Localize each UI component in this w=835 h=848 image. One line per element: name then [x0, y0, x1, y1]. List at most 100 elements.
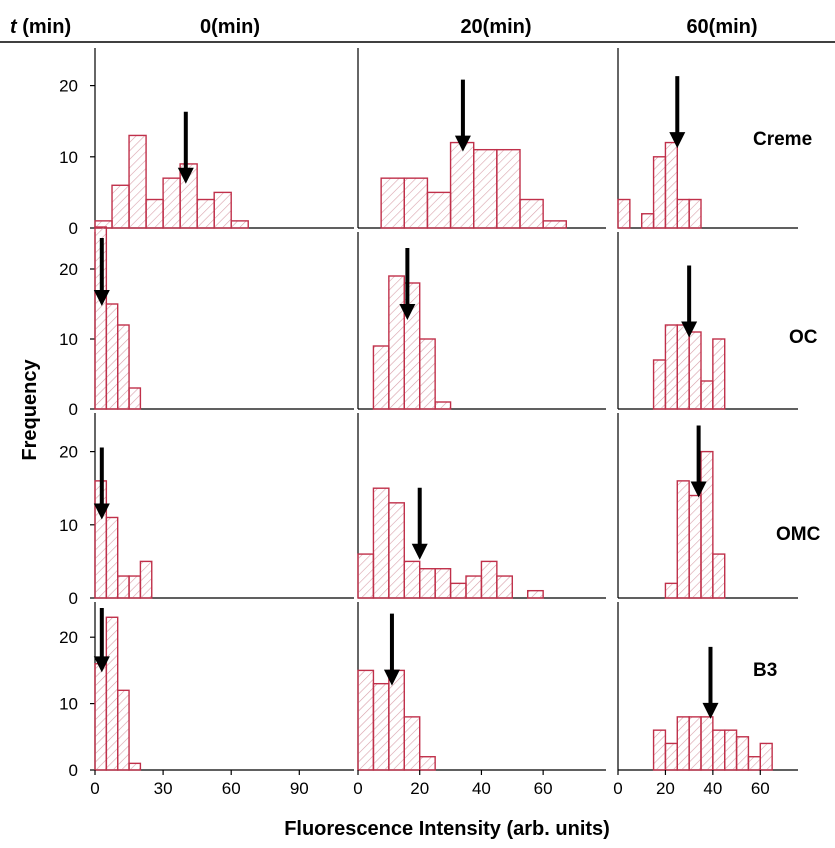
histogram-bar	[111, 184, 130, 229]
x-tick-label: 0	[353, 779, 362, 798]
histogram-bar	[419, 568, 436, 599]
histogram-bar	[700, 450, 714, 599]
histogram-bar	[128, 387, 142, 410]
column-header-20min: 20(min)	[460, 16, 531, 38]
histogram-bar	[162, 177, 181, 229]
y-tick-label: 20	[59, 77, 78, 96]
mean-arrow-head	[669, 132, 686, 149]
panel-oc-60min	[617, 232, 798, 410]
mean-arrow-head	[690, 481, 707, 498]
time-header-unit: (min)	[17, 16, 71, 38]
histogram-bar	[128, 134, 147, 229]
column-header-0min: 0(min)	[200, 16, 260, 38]
histogram-bar	[700, 380, 714, 410]
mean-arrow-head	[702, 702, 719, 719]
histogram-bar	[676, 716, 690, 771]
histogram-bar	[105, 303, 119, 410]
x-tick-label: 40	[703, 779, 722, 798]
mean-arrow-head	[93, 656, 110, 673]
histogram-bar	[116, 324, 130, 410]
histogram-bar	[403, 560, 421, 599]
y-tick-label: 10	[59, 330, 78, 349]
histogram-bar	[676, 480, 690, 599]
histogram-bar	[527, 589, 544, 599]
histogram-bar	[676, 198, 690, 229]
mean-arrow-head	[93, 290, 110, 306]
histogram-bar	[388, 669, 405, 771]
histogram-bar	[419, 338, 436, 410]
histogram-bar	[388, 502, 405, 599]
x-tick-label: 60	[534, 779, 553, 798]
histogram-bar	[128, 762, 142, 771]
histogram-bar	[419, 756, 436, 771]
x-tick-label: 30	[154, 779, 173, 798]
histogram-bar	[105, 516, 119, 599]
histogram-bar	[357, 669, 375, 771]
x-tick-label: 20	[410, 779, 429, 798]
column-header-60min: 60(min)	[686, 16, 757, 38]
histogram-bar	[664, 324, 678, 410]
panel-creme-20min	[357, 48, 606, 229]
histogram-bar	[759, 742, 773, 771]
mean-arrow-head	[399, 304, 416, 320]
panel-oc-0min: 0 10 20	[59, 226, 354, 419]
histogram-bar	[403, 716, 421, 771]
histogram-bar	[372, 487, 390, 599]
histogram-bar	[688, 198, 702, 229]
mean-arrow-head	[177, 167, 194, 184]
y-tick-label: 0	[69, 761, 78, 780]
y-axis-label: Frequency	[19, 359, 41, 461]
histogram-bar	[712, 553, 726, 599]
mean-arrow-head	[454, 135, 471, 152]
histogram-bar	[700, 716, 714, 771]
histogram-bar	[372, 682, 390, 771]
x-tick-label: 0	[613, 779, 622, 798]
histogram-bar	[372, 345, 390, 410]
time-header-symbol: t	[10, 16, 18, 38]
histogram-bar	[128, 575, 142, 599]
histogram-bar	[116, 689, 130, 771]
histogram-bar	[542, 220, 567, 229]
mean-arrow-head	[411, 543, 428, 560]
histogram-bar	[230, 220, 249, 229]
histogram-bar	[664, 742, 678, 771]
histogram-bar	[519, 198, 544, 229]
histogram-bar	[145, 198, 164, 229]
row-label-oc: OC	[789, 327, 818, 348]
y-tick-label: 10	[59, 695, 78, 714]
histogram-bar	[196, 198, 215, 229]
histogram-bar	[357, 553, 375, 599]
histogram-bar	[94, 663, 108, 771]
histogram-bar	[465, 575, 483, 599]
histogram-bar	[712, 338, 726, 410]
row-label-creme: Creme	[753, 129, 812, 150]
histogram-bar	[426, 191, 452, 229]
y-tick-label: 0	[69, 400, 78, 419]
y-tick-label: 10	[59, 148, 78, 167]
panel-omc-0min: 0 10 20	[59, 413, 354, 608]
panel-omc-20min	[357, 413, 606, 599]
histogram-bar	[139, 560, 153, 599]
histogram-bar	[641, 213, 655, 229]
x-tick-label: 40	[472, 779, 491, 798]
histogram-bar	[712, 729, 726, 771]
row-label-omc: OMC	[776, 524, 821, 545]
histogram-bar	[724, 729, 738, 771]
panel-omc-60min	[617, 413, 798, 599]
histogram-bar	[380, 177, 405, 229]
y-tick-label: 0	[69, 589, 78, 608]
histogram-bar	[688, 331, 702, 410]
histogram-bar	[496, 148, 521, 229]
x-tick-label: 0	[90, 779, 99, 798]
panel-b3-0min: 0 10 20 0 30 60 90	[59, 602, 354, 798]
panel-creme-0min: 0 10 20	[59, 48, 354, 238]
histogram-bar	[388, 275, 405, 410]
histogram-bar	[105, 616, 119, 771]
histogram-bar	[116, 575, 130, 599]
panel-layer: 0 10 20 0 10 20 0 10 20 0 10 20 0 30 60 90 0 20 40 60 0 20 40 6…	[59, 48, 798, 798]
y-tick-label: 20	[59, 443, 78, 462]
histogram-bar	[473, 148, 498, 229]
histogram-bar	[747, 756, 761, 771]
x-tick-label: 60	[751, 779, 770, 798]
